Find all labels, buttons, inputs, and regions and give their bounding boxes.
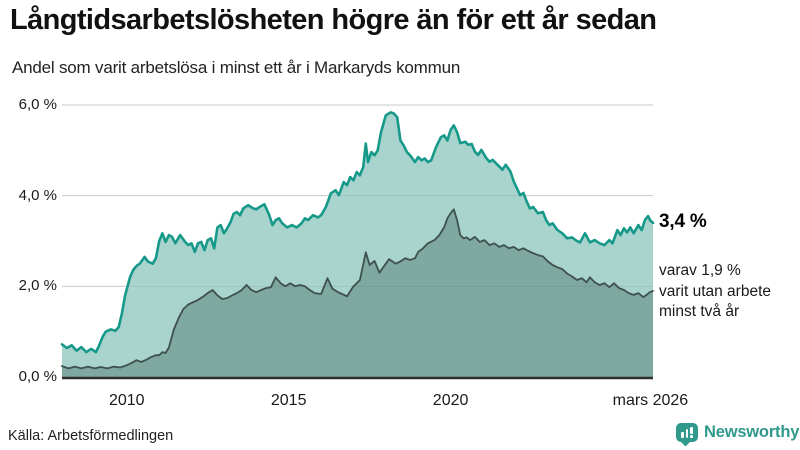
series-annotation: varav 1,9 % varit utan arbete minst två …: [659, 261, 771, 323]
icon-exclamation-dot: [690, 435, 693, 438]
x-tick-label-1: 2015: [270, 392, 307, 409]
series-end-value-label: 3,4 %: [659, 211, 707, 232]
x-tick-label-2: 2020: [432, 392, 469, 409]
x-tick-label-3: mars 2026: [612, 392, 689, 409]
y-tick-label-0: 0,0 %: [18, 368, 57, 385]
annotation-line-2: varit utan arbete: [659, 282, 772, 300]
annotation-line-1: varav 1,9 %: [659, 262, 741, 279]
page-title: Långtidsarbetslösheten högre än för ett …: [10, 4, 657, 36]
chart-subtitle: Andel som varit arbetslösa i minst ett å…: [12, 58, 461, 77]
y-tick-label-2: 4,0 %: [18, 186, 57, 204]
brand-wordmark: Newsworthy: [704, 423, 800, 441]
newsworthy-bubble-chart-icon: [676, 423, 698, 442]
newsworthy-logo: Newsworthy: [676, 423, 799, 442]
x-tick-label-0: 2010: [108, 392, 145, 409]
source-attribution: Källa: Arbetsförmedlingen: [8, 428, 174, 444]
icon-bar-short: [681, 432, 684, 438]
y-tick-label-3: 6,0 %: [18, 96, 57, 113]
icon-bar-tall: [685, 429, 689, 438]
icon-exclamation-bar: [690, 427, 693, 434]
y-tick-label-1: 2,0 %: [18, 277, 57, 295]
annotation-line-3: minst två år: [659, 303, 740, 320]
